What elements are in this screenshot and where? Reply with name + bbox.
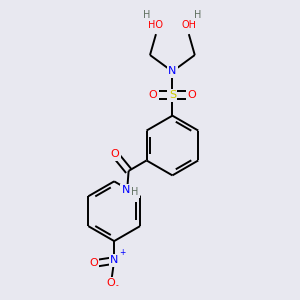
Text: N: N bbox=[168, 67, 177, 76]
Text: O: O bbox=[89, 259, 98, 269]
Text: O: O bbox=[107, 278, 116, 289]
Text: O: O bbox=[188, 90, 196, 100]
Text: H: H bbox=[194, 10, 202, 20]
Text: N: N bbox=[122, 185, 130, 195]
Text: H: H bbox=[131, 187, 138, 197]
Text: OH: OH bbox=[181, 20, 196, 30]
Text: H: H bbox=[143, 10, 151, 20]
Text: O: O bbox=[148, 90, 158, 100]
Text: S: S bbox=[169, 90, 176, 100]
Text: HO: HO bbox=[148, 20, 164, 30]
Text: -: - bbox=[116, 282, 118, 291]
Text: +: + bbox=[119, 248, 126, 257]
Text: O: O bbox=[111, 149, 120, 160]
Text: N: N bbox=[110, 256, 118, 266]
